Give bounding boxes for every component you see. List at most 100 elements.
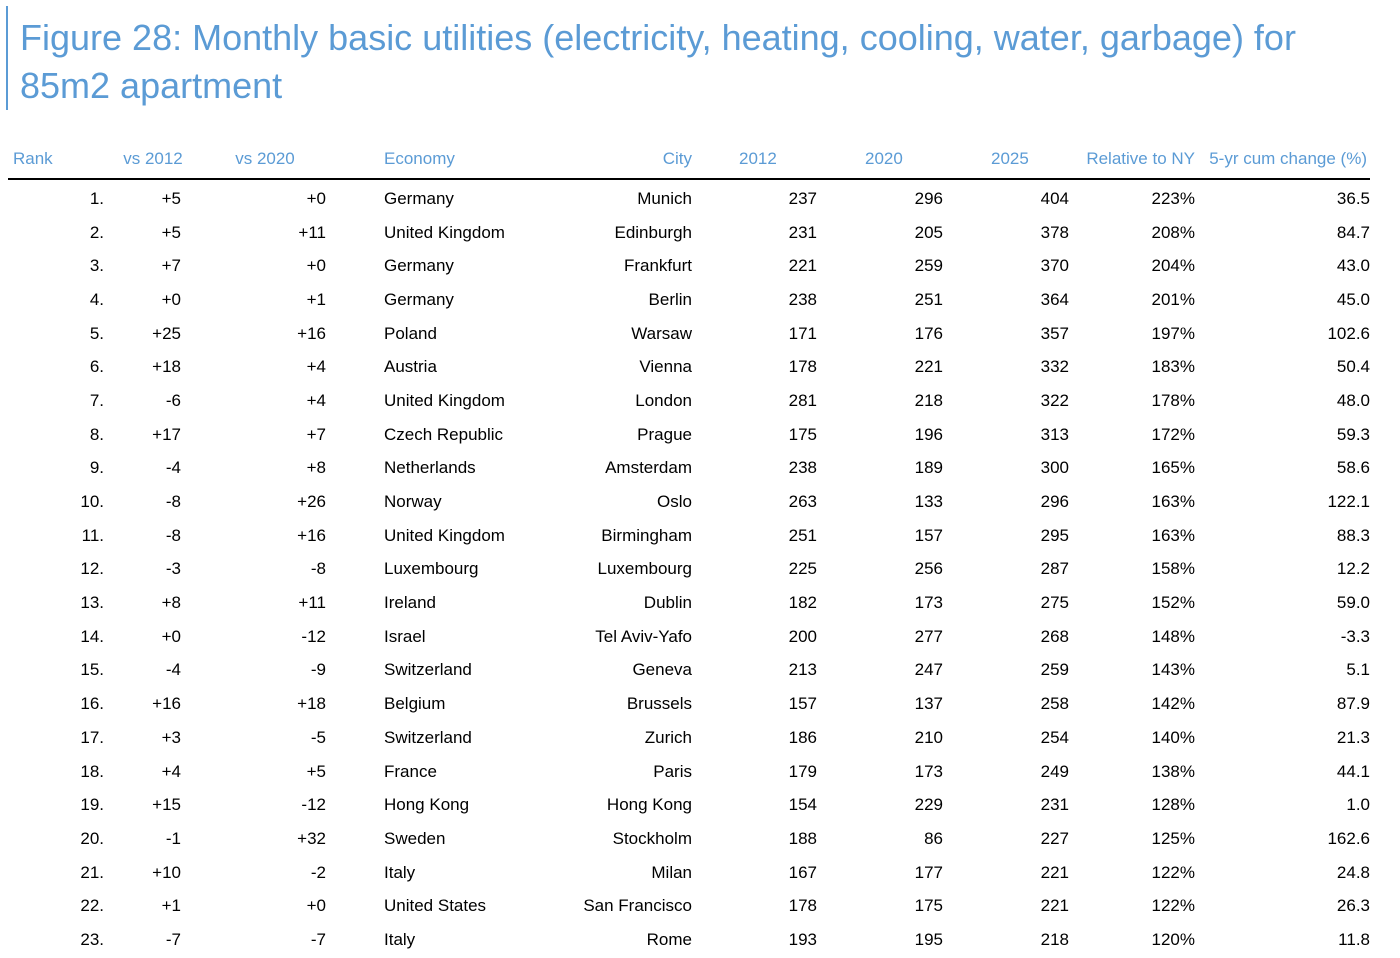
table-row: 7. -6 +4 United Kingdom London 281 218 322 178% 4… <box>8 384 1370 418</box>
cell-col-2012: 251 <box>788 525 817 545</box>
cell-col-2012: 221 <box>788 256 817 276</box>
column-header-col-2025: 2025 <box>943 140 1069 180</box>
cell-city: London <box>635 390 692 410</box>
cell-col-2012: 213 <box>788 660 817 680</box>
table-row: 14. +0 -12 Israel Tel Aviv-Yafo 200 277 268 148%… <box>8 620 1370 654</box>
cell-city: Edinburgh <box>614 222 692 242</box>
cell-col-2020: 177 <box>914 862 943 882</box>
cell-vs-2020: +18 <box>297 694 326 714</box>
cell-vs-2012: +4 <box>161 761 181 781</box>
cell-vs-2012: +5 <box>161 222 181 242</box>
cell-vs-2012: +16 <box>152 694 181 714</box>
cell-vs-2020: +32 <box>297 828 326 848</box>
cell-col-2025: 231 <box>1040 795 1069 815</box>
cell-rank: 1. <box>89 188 104 208</box>
cell-col-2025: 259 <box>1040 660 1069 680</box>
cell-economy: Germany <box>384 289 454 309</box>
cell-vs-2012: -7 <box>165 929 181 949</box>
cell-city: Rome <box>646 929 692 949</box>
cell-economy: United Kingdom <box>384 222 505 242</box>
cell-col-2020: 195 <box>914 929 943 949</box>
cell-five-yr-change: 102.6 <box>1327 323 1370 343</box>
cell-economy: Czech Republic <box>384 424 504 444</box>
cell-relative-to-ny: 152% <box>1151 593 1195 613</box>
table-row: 9. -4 +8 Netherlands Amsterdam 238 189 300 165% 5… <box>8 452 1370 486</box>
cell-col-2012: 238 <box>788 289 817 309</box>
cell-relative-to-ny: 165% <box>1151 458 1195 478</box>
cell-vs-2012: -8 <box>165 525 181 545</box>
cell-relative-to-ny: 223% <box>1151 188 1195 208</box>
cell-col-2020: 173 <box>914 761 943 781</box>
cell-vs-2012: +8 <box>161 593 181 613</box>
cell-relative-to-ny: 201% <box>1151 289 1195 309</box>
cell-vs-2020: +26 <box>297 492 326 512</box>
cell-vs-2020: +0 <box>306 896 326 916</box>
cell-vs-2012: -4 <box>165 660 181 680</box>
cell-relative-to-ny: 197% <box>1151 323 1195 343</box>
cell-relative-to-ny: 122% <box>1151 896 1195 916</box>
cell-five-yr-change: 48.0 <box>1336 390 1370 410</box>
table-row: 15. -4 -9 Switzerland Geneva 213 247 259 143% 5.1 <box>8 654 1370 688</box>
cell-city: Stockholm <box>612 828 692 848</box>
cell-col-2025: 218 <box>1040 929 1069 949</box>
cell-vs-2012: +3 <box>161 727 181 747</box>
cell-vs-2012: -3 <box>165 559 181 579</box>
cell-col-2025: 313 <box>1040 424 1069 444</box>
cell-relative-to-ny: 142% <box>1151 694 1195 714</box>
cell-col-2020: 196 <box>914 424 943 444</box>
cell-economy: Poland <box>384 323 437 343</box>
cell-rank: 5. <box>89 323 104 343</box>
table-row: 3. +7 +0 Germany Frankfurt 221 259 370 204% 43.0 <box>8 249 1370 283</box>
cell-five-yr-change: 88.3 <box>1336 525 1370 545</box>
cell-five-yr-change: 50.4 <box>1336 357 1370 377</box>
cell-city: Munich <box>637 188 692 208</box>
cell-rank: 21. <box>80 862 104 882</box>
column-header-col-2012: 2012 <box>692 140 817 180</box>
cell-col-2025: 295 <box>1040 525 1069 545</box>
cell-relative-to-ny: 138% <box>1151 761 1195 781</box>
cell-col-2012: 167 <box>788 862 817 882</box>
cell-vs-2020: +7 <box>306 424 326 444</box>
cell-economy: Netherlands <box>384 458 476 478</box>
column-header-relative-to-ny: Relative to NY <box>1069 140 1195 180</box>
cell-city: Oslo <box>657 492 692 512</box>
table-row: 22. +1 +0 United States San Francisco 178 175 2… <box>8 889 1370 923</box>
cell-economy: Ireland <box>384 593 436 613</box>
utilities-table: Rank vs 2012 vs 2020 Economy City 2012 2020 202… <box>8 140 1370 957</box>
cell-vs-2020: -12 <box>301 626 326 646</box>
cell-relative-to-ny: 143% <box>1151 660 1195 680</box>
cell-col-2025: 364 <box>1040 289 1069 309</box>
cell-city: Berlin <box>648 289 692 309</box>
cell-rank: 19. <box>80 795 104 815</box>
table-row: 23. -7 -7 Italy Rome 193 195 218 120% 11.8 <box>8 923 1370 957</box>
figure-title: Figure 28: Monthly basic utilities (elec… <box>20 17 1296 106</box>
cell-rank: 12. <box>80 559 104 579</box>
cell-five-yr-change: 26.3 <box>1336 896 1370 916</box>
cell-vs-2012: +18 <box>152 357 181 377</box>
cell-col-2020: 296 <box>914 188 943 208</box>
cell-col-2012: 186 <box>788 727 817 747</box>
cell-col-2012: 179 <box>788 761 817 781</box>
cell-rank: 22. <box>80 896 104 916</box>
table-row: 20. -1 +32 Sweden Stockholm 188 86 227 125% 162.6 <box>8 822 1370 856</box>
cell-rank: 15. <box>80 660 104 680</box>
cell-rank: 13. <box>80 593 104 613</box>
cell-col-2025: 332 <box>1040 357 1069 377</box>
cell-city: Vienna <box>639 357 692 377</box>
cell-city: Milan <box>651 862 692 882</box>
cell-col-2025: 357 <box>1040 323 1069 343</box>
cell-rank: 11. <box>81 525 104 545</box>
cell-city: Zurich <box>644 727 692 747</box>
cell-col-2025: 300 <box>1040 458 1069 478</box>
cell-city: Geneva <box>632 660 692 680</box>
cell-city: Hong Kong <box>606 795 692 815</box>
cell-city: Warsaw <box>631 323 692 343</box>
cell-economy: Italy <box>384 929 416 949</box>
cell-economy: Switzerland <box>384 660 472 680</box>
cell-vs-2012: +15 <box>152 795 181 815</box>
cell-col-2025: 258 <box>1040 694 1069 714</box>
cell-col-2012: 175 <box>788 424 817 444</box>
cell-five-yr-change: 24.8 <box>1336 862 1370 882</box>
cell-economy: United Kingdom <box>384 390 505 410</box>
cell-vs-2012: +0 <box>161 289 181 309</box>
